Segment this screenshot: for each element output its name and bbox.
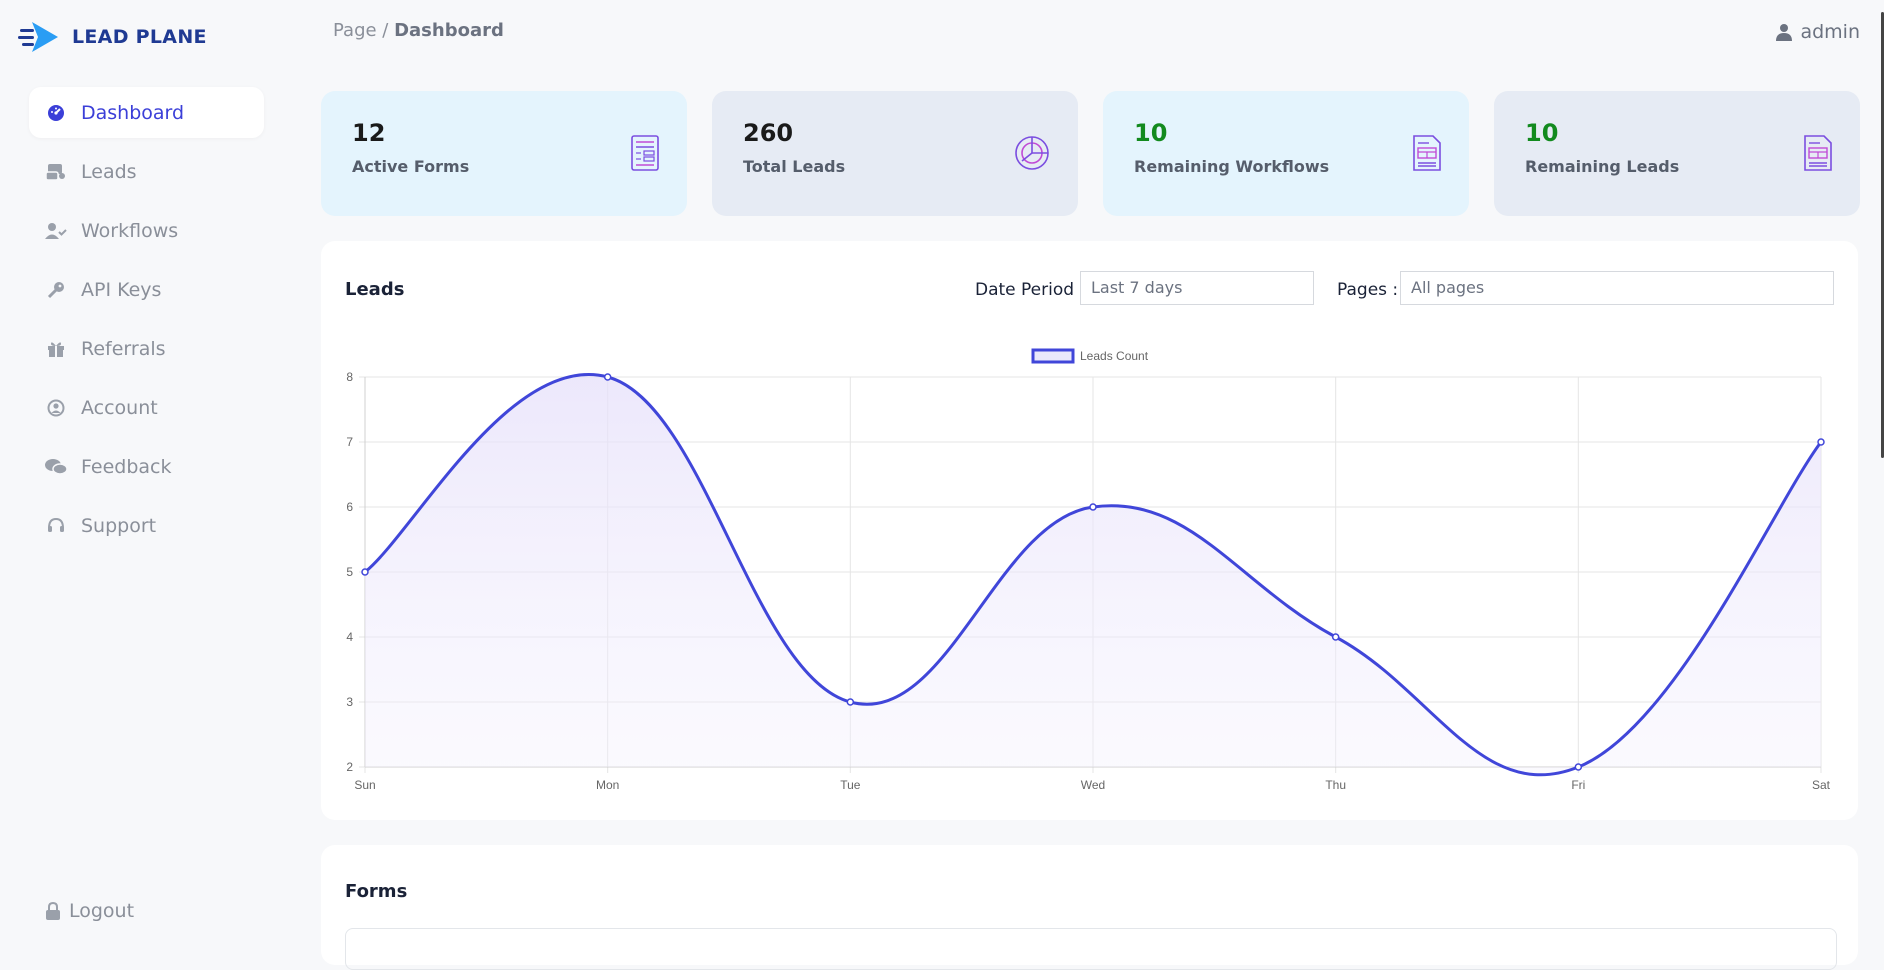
breadcrumb-current: Dashboard: [394, 20, 504, 41]
x-tick-label: Thu: [1325, 778, 1346, 792]
y-tick-label: 3: [346, 695, 353, 709]
y-tick-label: 2: [346, 760, 353, 774]
lock-icon: [46, 902, 60, 920]
sidebar-item-dashboard[interactable]: Dashboard: [29, 87, 264, 138]
stat-card-total-leads[interactable]: 260 Total Leads: [712, 91, 1078, 216]
data-point[interactable]: [1089, 503, 1097, 511]
breadcrumb: Page / Dashboard: [333, 20, 504, 41]
x-tick-label: Tue: [840, 778, 861, 792]
data-point[interactable]: [1817, 438, 1825, 446]
sidebar-item-feedback[interactable]: Feedback: [29, 441, 264, 492]
data-point[interactable]: [603, 373, 612, 381]
x-tick-label: Mon: [596, 778, 619, 792]
leads-panel-title: Leads: [345, 279, 405, 300]
y-tick-label: 4: [346, 630, 353, 644]
sidebar-item-label: Dashboard: [81, 101, 185, 124]
leads-line-chart: 2 3 4 5 6 7 8 Sun Mon Tue Wed Thu Fri Sat Leads Count: [346, 348, 1831, 792]
stat-value: 12: [352, 119, 386, 147]
x-tick-label: Sun: [354, 778, 375, 792]
sidebar-item-label: Referrals: [81, 337, 166, 360]
sidebar-item-account[interactable]: Account: [29, 382, 264, 433]
stat-label: Remaining Workflows: [1134, 157, 1330, 176]
sidebar-item-label: Account: [81, 396, 158, 419]
forms-table: [345, 928, 1837, 970]
x-tick-label: Wed: [1081, 778, 1105, 792]
leads-icon: [45, 161, 67, 183]
breadcrumb-separator: /: [376, 20, 395, 41]
logo-text: LEAD PLANE: [72, 26, 207, 48]
stat-card-active-forms[interactable]: 12 Active Forms: [321, 91, 687, 216]
date-period-select[interactable]: Last 7 days: [1080, 271, 1314, 305]
stat-label: Total Leads: [743, 157, 846, 176]
user-icon: [1776, 24, 1793, 41]
user-circle-icon: [45, 397, 67, 419]
stat-value: 260: [743, 119, 794, 147]
logout-button[interactable]: Logout: [45, 900, 134, 922]
stat-value: 10: [1134, 119, 1168, 147]
gauge-icon: [45, 102, 67, 124]
stat-label: Active Forms: [352, 157, 470, 176]
data-point[interactable]: [846, 698, 855, 706]
chart-area-fill: [365, 374, 1821, 775]
sidebar-item-label: API Keys: [81, 278, 162, 301]
sidebar-nav: Dashboard Leads Workflows API Keys Refer…: [29, 87, 264, 559]
date-period-label: Date Period :: [975, 280, 1086, 300]
stat-value: 10: [1525, 119, 1559, 147]
y-tick-label: 8: [346, 370, 353, 384]
legend-swatch[interactable]: [1031, 348, 1075, 364]
headset-icon: [45, 515, 67, 537]
user-check-icon: [45, 220, 67, 242]
x-tick-label: Fri: [1571, 778, 1585, 792]
breadcrumb-root[interactable]: Page: [333, 20, 377, 41]
forms-panel: Forms: [321, 845, 1858, 970]
data-point[interactable]: [361, 568, 369, 576]
x-tick-label: Sat: [1812, 778, 1831, 792]
sidebar-item-api-keys[interactable]: API Keys: [29, 264, 264, 315]
legend-label[interactable]: Leads Count: [1080, 349, 1149, 363]
forms-panel-title: Forms: [345, 881, 408, 902]
logout-label: Logout: [69, 900, 135, 922]
pages-select[interactable]: All pages: [1400, 271, 1834, 305]
app-logo[interactable]: LEAD PLANE: [18, 20, 207, 54]
pages-label: Pages :: [1337, 280, 1399, 300]
gift-icon: [45, 338, 67, 360]
user-menu[interactable]: admin: [1776, 21, 1860, 43]
document-icon: [1413, 135, 1441, 171]
stat-card-remaining-leads[interactable]: 10 Remaining Leads: [1494, 91, 1860, 216]
sidebar-item-referrals[interactable]: Referrals: [29, 323, 264, 374]
form-icon: [631, 135, 659, 171]
y-tick-label: 6: [346, 500, 353, 514]
data-point[interactable]: [1574, 763, 1583, 771]
sidebar-item-support[interactable]: Support: [29, 500, 264, 551]
sidebar-item-workflows[interactable]: Workflows: [29, 205, 264, 256]
document-icon: [1804, 135, 1832, 171]
sidebar-item-label: Feedback: [81, 455, 172, 478]
sidebar-item-label: Support: [81, 514, 157, 537]
stat-label: Remaining Leads: [1525, 157, 1680, 176]
sidebar-item-label: Workflows: [81, 219, 179, 242]
page-scrollbar[interactable]: [1881, 12, 1884, 458]
key-icon: [45, 279, 67, 301]
sidebar-item-leads[interactable]: Leads: [29, 146, 264, 197]
leads-panel: Leads Date Period : Last 7 days Pages : …: [321, 241, 1858, 820]
plane-logo-icon: [18, 22, 58, 52]
stat-cards: 12 Active Forms 260 Total Leads 10 Remai…: [321, 91, 1860, 216]
y-tick-label: 7: [346, 435, 353, 449]
data-point[interactable]: [1331, 633, 1340, 641]
pie-chart-icon: [1015, 136, 1049, 170]
stat-card-remaining-workflows[interactable]: 10 Remaining Workflows: [1103, 91, 1469, 216]
user-name: admin: [1800, 21, 1860, 43]
y-tick-label: 5: [346, 565, 353, 579]
sidebar-item-label: Leads: [81, 160, 137, 183]
comments-icon: [45, 456, 67, 478]
